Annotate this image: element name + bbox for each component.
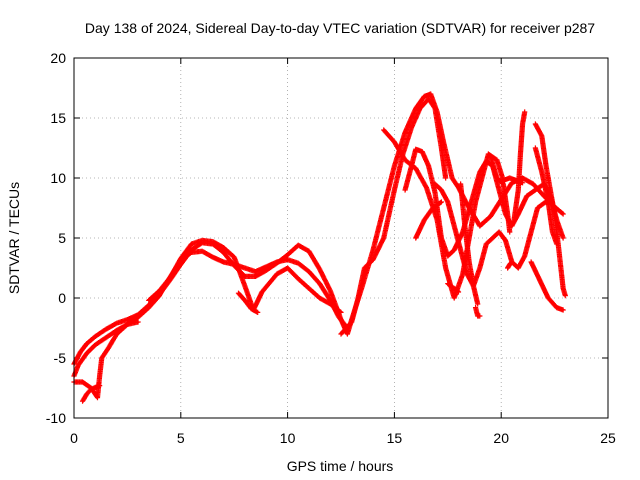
data-point [97,383,103,389]
series-track-14 [528,259,566,313]
series-track-7 [338,96,449,337]
data-point [437,200,444,206]
y-tick-label: 20 [50,50,66,66]
data-point [455,288,461,294]
x-tick-label: 0 [70,430,78,446]
series-track-6 [235,290,261,315]
x-tick-label: 10 [280,430,296,446]
x-tick-label: 20 [493,430,509,446]
data-marks [71,91,568,404]
data-point [477,313,483,319]
series-track-18 [487,153,513,235]
data-point [560,235,566,241]
y-tick-label: 15 [50,110,66,126]
series-track-13 [532,121,568,299]
data-point [443,175,449,181]
series-track-11 [445,281,462,295]
series-track-20 [505,259,515,271]
series-track-16 [511,109,528,223]
series-track-1 [71,91,566,367]
x-axis-label: GPS time / hours [287,458,394,474]
series-track-4 [79,383,103,404]
series-track-15 [532,145,560,247]
data-point [559,210,565,216]
x-tick-label: 5 [177,430,185,446]
y-tick-label: 10 [50,170,66,186]
y-tick-label: 5 [58,230,66,246]
data-point [560,307,566,313]
data-point [560,211,566,217]
x-tick-label: 15 [387,430,403,446]
data-point [135,319,141,325]
chart-title: Day 138 of 2024, Sidereal Day-to-day VTE… [85,20,595,36]
plot-frame [73,57,609,419]
y-tick-label: -5 [54,350,67,366]
x-tick-label: 25 [600,430,616,446]
y-tick-label: 0 [58,290,66,306]
data-point [554,241,560,247]
data-point [431,104,437,110]
data-point [507,229,513,235]
y-axis-label: SDTVAR / TECUs [6,182,22,294]
series-track-12 [472,305,483,319]
data-point [509,259,515,265]
y-tick-label: -10 [46,410,66,426]
data-point [522,109,528,115]
data-point [337,309,343,315]
series-track-2 [71,248,351,379]
data-point [255,309,261,315]
data-point [508,260,514,266]
data-point [475,301,481,307]
data-point [562,293,568,299]
series-track-17 [458,181,481,307]
data-point [338,309,344,315]
data-point [455,289,462,295]
data-point [438,199,444,205]
axis-ticks: 0 5 10 15 20 25 -10 -5 0 5 10 15 20 [46,50,616,446]
series-track-19 [413,199,444,241]
